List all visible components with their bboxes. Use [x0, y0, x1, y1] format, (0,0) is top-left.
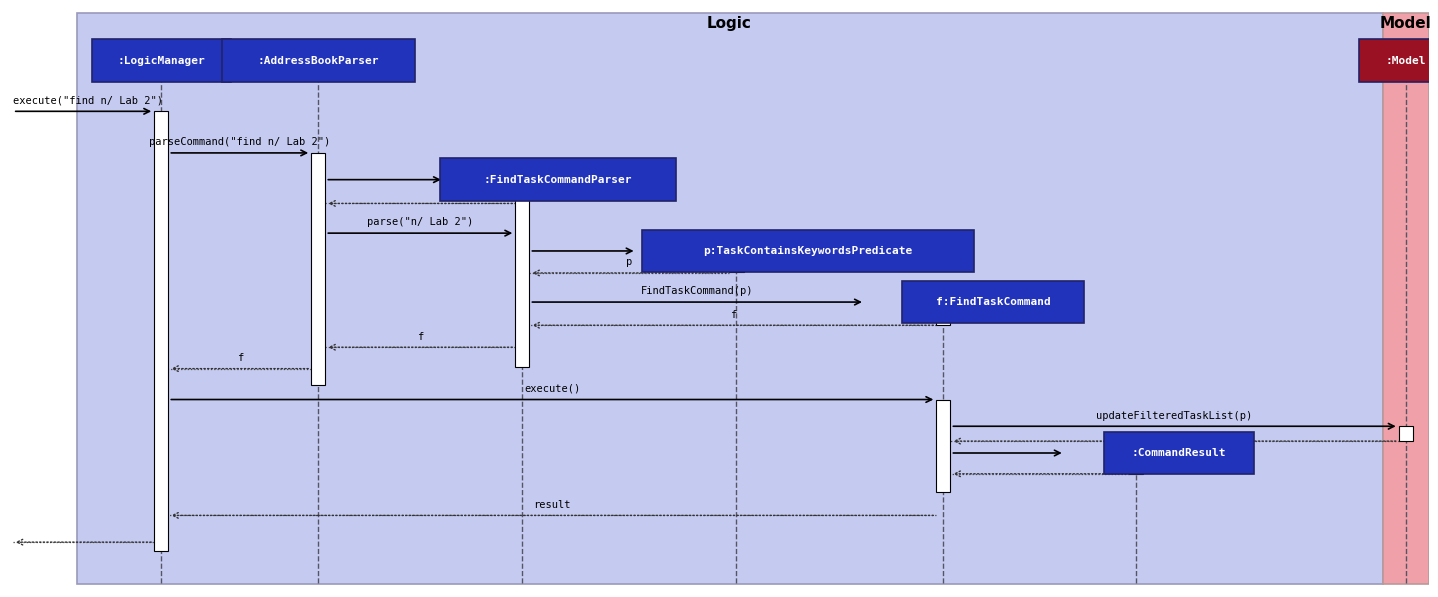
- Bar: [515, 180, 529, 367]
- Bar: [1383, 13, 1428, 584]
- Bar: [1104, 432, 1254, 475]
- Text: result: result: [533, 500, 571, 510]
- Text: f:FindTaskCommand: f:FindTaskCommand: [936, 297, 1051, 307]
- Text: :CommandResult: :CommandResult: [1132, 448, 1227, 458]
- Bar: [936, 399, 951, 491]
- Bar: [311, 153, 325, 384]
- Text: parse("n/ Lab 2"): parse("n/ Lab 2"): [367, 217, 473, 227]
- Text: f: f: [237, 353, 243, 363]
- Text: execute(): execute(): [525, 384, 581, 394]
- Text: :FindTaskCommandParser: :FindTaskCommandParser: [483, 175, 633, 184]
- Bar: [902, 281, 1084, 324]
- Text: :AddressBookParser: :AddressBookParser: [257, 56, 380, 66]
- Text: Logic: Logic: [707, 17, 752, 32]
- Text: FindTaskCommand(p): FindTaskCommand(p): [641, 287, 754, 296]
- Bar: [1359, 39, 1438, 82]
- Text: Model: Model: [1380, 17, 1432, 32]
- Bar: [729, 251, 743, 272]
- Text: p: p: [626, 257, 633, 267]
- Bar: [221, 39, 414, 82]
- Text: :Model: :Model: [1385, 56, 1426, 66]
- Text: updateFilteredTaskList(p): updateFilteredTaskList(p): [1096, 411, 1252, 420]
- Bar: [92, 39, 232, 82]
- Text: p:TaskContainsKeywordsPredicate: p:TaskContainsKeywordsPredicate: [703, 246, 912, 256]
- Bar: [641, 230, 974, 272]
- Bar: [440, 158, 676, 201]
- Text: f: f: [417, 331, 423, 341]
- Text: parseCommand("find n/ Lab 2"): parseCommand("find n/ Lab 2"): [150, 137, 331, 147]
- Text: f: f: [729, 309, 736, 319]
- Text: execute("find n/ Lab 2"): execute("find n/ Lab 2"): [13, 96, 162, 106]
- Bar: [154, 111, 168, 551]
- Bar: [1129, 453, 1143, 474]
- Bar: [1399, 426, 1414, 441]
- Bar: [936, 301, 951, 325]
- Text: :LogicManager: :LogicManager: [118, 56, 206, 66]
